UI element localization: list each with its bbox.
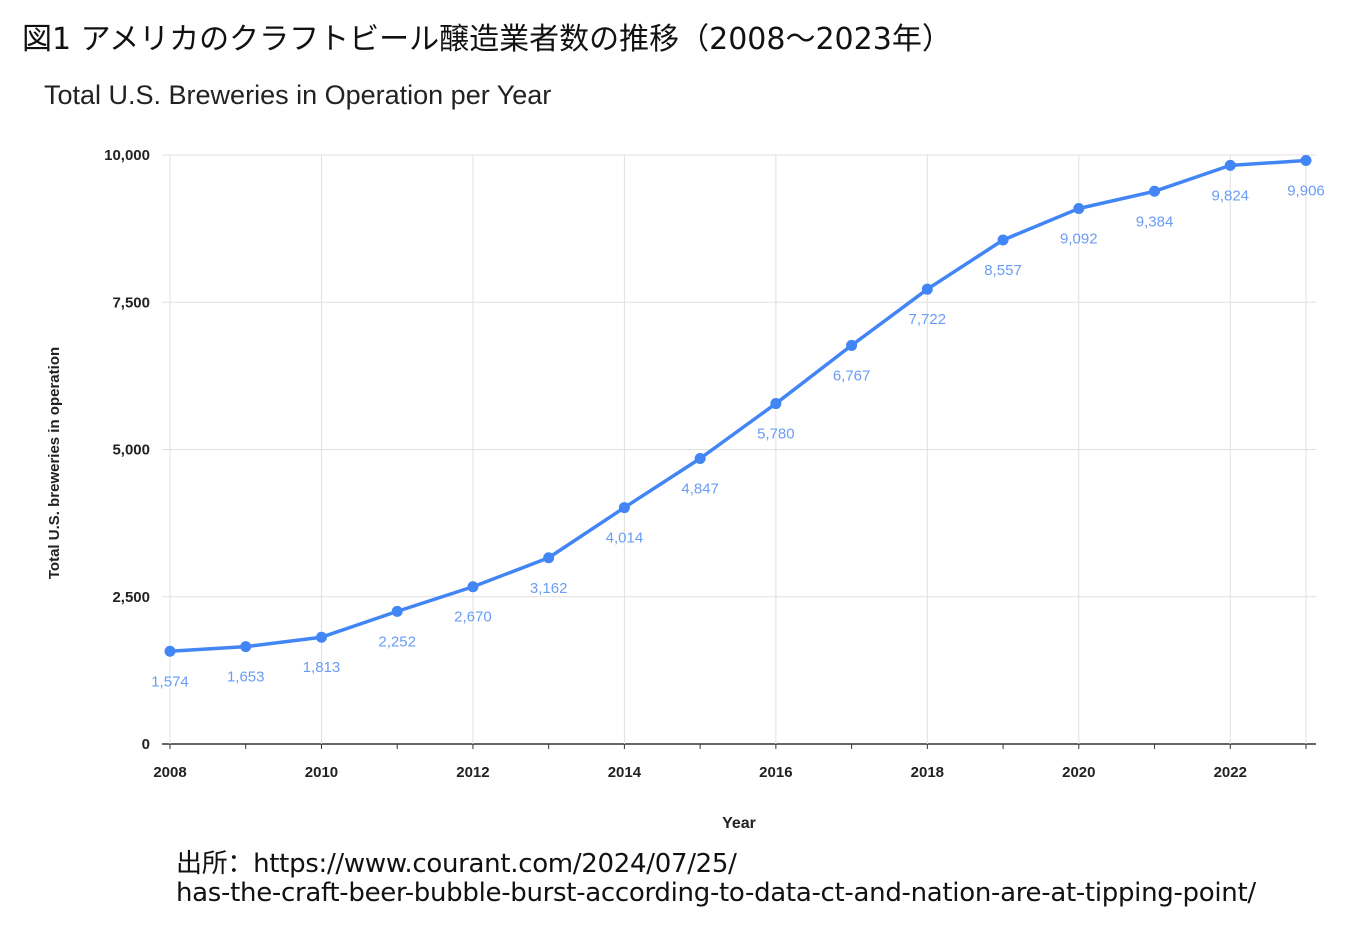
data-point <box>694 453 706 465</box>
x-tick-label: 2010 <box>305 764 338 781</box>
x-tick-label: 2016 <box>759 764 792 781</box>
data-point <box>997 234 1009 246</box>
data-label: 9,906 <box>1287 183 1325 200</box>
source-line-2: has-the-craft-beer-bubble-burst-accordin… <box>176 878 1256 908</box>
data-label: 3,162 <box>530 580 568 597</box>
data-point <box>618 502 630 514</box>
data-point <box>391 605 403 617</box>
data-label: 1,574 <box>151 673 189 690</box>
data-point <box>1149 185 1161 197</box>
x-tick-label: 2012 <box>456 764 489 781</box>
chart-title: Total U.S. Breweries in Operation per Ye… <box>44 80 552 110</box>
data-label: 7,722 <box>909 311 947 328</box>
x-tick-label: 2018 <box>911 764 944 781</box>
data-label: 4,014 <box>606 530 644 547</box>
data-label: 9,092 <box>1060 230 1098 247</box>
data-point <box>164 645 176 657</box>
data-point <box>1224 159 1236 171</box>
x-axis-title: Year <box>722 815 756 832</box>
y-axis-title: Total U.S. breweries in operation <box>46 347 63 579</box>
y-tick-label: 5,000 <box>112 442 150 459</box>
data-point <box>1073 202 1085 214</box>
data-point <box>1300 155 1312 167</box>
data-label: 2,252 <box>378 633 416 650</box>
source-citation: 出所：https://www.courant.com/2024/07/25/ h… <box>176 850 1256 908</box>
y-tick-label: 10,000 <box>104 147 150 164</box>
x-tick-label: 2022 <box>1214 764 1247 781</box>
data-label: 5,780 <box>757 426 795 443</box>
data-label: 1,653 <box>227 669 265 686</box>
x-tick-label: 2020 <box>1062 764 1095 781</box>
data-point <box>921 283 933 295</box>
data-label: 9,384 <box>1136 213 1174 230</box>
data-point <box>770 398 782 410</box>
y-tick-label: 0 <box>142 736 150 753</box>
data-label: 8,557 <box>984 262 1022 279</box>
data-point <box>543 552 555 564</box>
x-tick-label: 2014 <box>608 764 642 781</box>
x-tick-label: 2008 <box>153 764 186 781</box>
y-tick-label: 7,500 <box>112 294 150 311</box>
source-line-1: 出所：https://www.courant.com/2024/07/25/ <box>176 849 737 879</box>
data-point <box>467 581 479 593</box>
data-label: 4,847 <box>681 481 719 498</box>
data-label: 1,813 <box>303 659 341 676</box>
data-point <box>315 631 327 643</box>
y-tick-label: 2,500 <box>112 589 150 606</box>
data-point <box>846 339 858 351</box>
data-point <box>240 641 252 653</box>
data-label: 2,670 <box>454 609 492 626</box>
series-line <box>169 158 1307 654</box>
figure-title: 図1 アメリカのクラフトビール醸造業者数の推移（2008〜2023年） <box>22 22 952 57</box>
data-label: 6,767 <box>833 367 871 384</box>
data-label: 9,824 <box>1211 187 1249 204</box>
